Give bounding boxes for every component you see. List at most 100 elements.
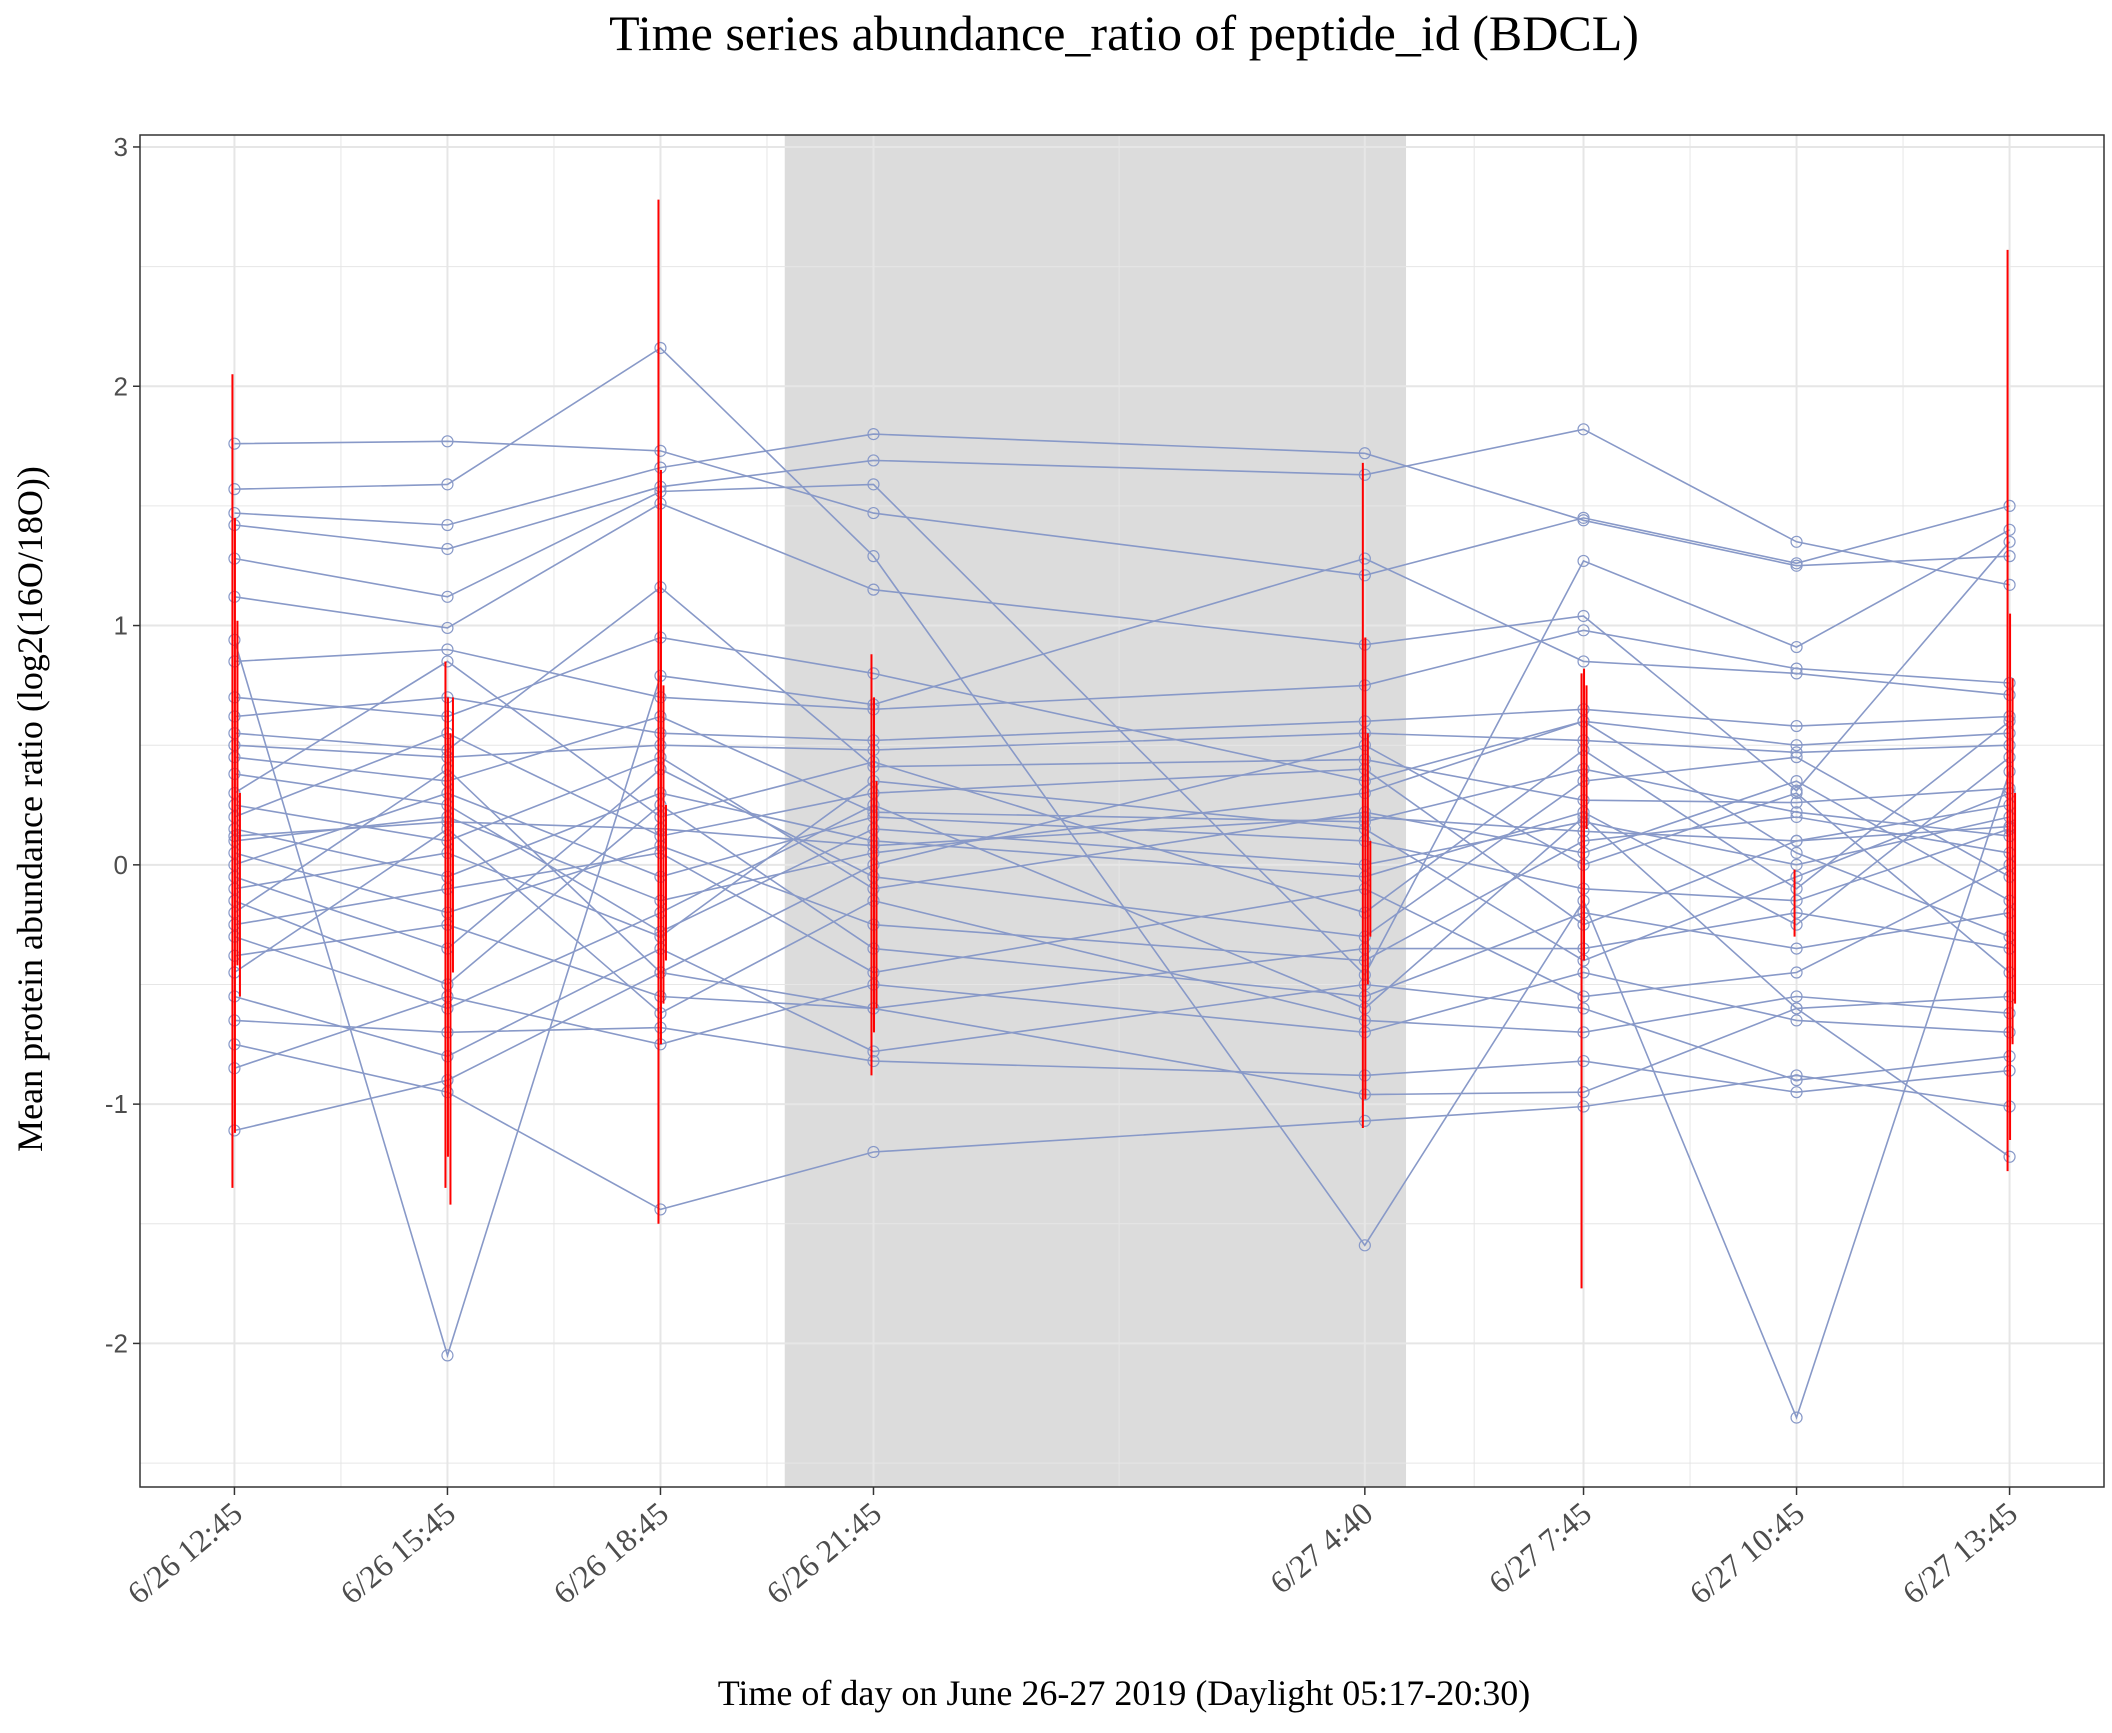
- data-point: [1577, 423, 1590, 436]
- data-point: [441, 655, 454, 668]
- data-point: [441, 643, 454, 656]
- series-line: [234, 696, 2010, 742]
- data-point: [2003, 535, 2016, 548]
- series-line: [234, 816, 2010, 847]
- data-point: [1790, 870, 1803, 883]
- data-point: [441, 518, 454, 532]
- series-line: [234, 346, 2011, 1420]
- data-point: [1577, 624, 1590, 637]
- y-tick-label: -2: [105, 1328, 128, 1358]
- data-point: [1790, 846, 1803, 859]
- plot-border: [139, 134, 2105, 1488]
- data-point: [1577, 609, 1590, 623]
- data-point: [1358, 1239, 1371, 1252]
- series-line: [234, 440, 2010, 577]
- error-bars: [231, 199, 2017, 1289]
- series-line: [234, 947, 2010, 1082]
- series-line: [234, 428, 2010, 586]
- y-tick-label: 2: [114, 371, 128, 401]
- y-tick-label: 0: [114, 850, 128, 880]
- data-point: [1358, 447, 1371, 460]
- data-point: [2003, 523, 2016, 536]
- data-point: [1577, 655, 1590, 668]
- data-point: [2003, 1150, 2016, 1163]
- x-tick-label: 6/27 4:40: [1263, 1495, 1379, 1601]
- data-point: [1790, 1014, 1803, 1027]
- y-tick-label: -1: [105, 1089, 128, 1119]
- series-line: [234, 732, 2010, 759]
- data-point: [1358, 552, 1371, 565]
- data-point: [1790, 894, 1803, 907]
- series-line: [234, 756, 2011, 926]
- x-tick-label: 6/27 13:45: [1895, 1495, 2024, 1611]
- data-point: [1790, 918, 1803, 931]
- y-axis-title: Mean protein abundance ratio (log2(16O/1…: [10, 466, 50, 1152]
- data-point: [1790, 535, 1803, 548]
- data-point: [1790, 774, 1803, 788]
- series-line: [234, 756, 2010, 902]
- series-line: [234, 803, 2010, 998]
- series-line: [234, 971, 2011, 1158]
- data-point: [1790, 1086, 1803, 1099]
- data-point: [1577, 1100, 1590, 1113]
- data-point: [1358, 468, 1371, 481]
- data-point: [1577, 966, 1590, 979]
- data-point: [2003, 550, 2016, 563]
- data-point: [1790, 906, 1803, 919]
- series-line: [234, 433, 2010, 567]
- data-point: [1790, 746, 1803, 759]
- series-line: [234, 720, 2010, 938]
- series-line: [234, 629, 2010, 711]
- chart-title: Time series abundance_ratio of peptide_i…: [609, 5, 1639, 61]
- series-line: [234, 911, 2010, 1010]
- data-point: [654, 1203, 667, 1216]
- data-point: [228, 483, 241, 496]
- data-point: [1577, 1026, 1590, 1039]
- data-point: [1790, 882, 1803, 895]
- series-line: [233, 660, 2011, 914]
- data-point: [867, 583, 880, 596]
- data-point: [441, 1349, 454, 1362]
- data-point: [867, 454, 880, 467]
- data-point: [654, 444, 667, 457]
- data-point: [1790, 1411, 1803, 1424]
- data-point: [867, 1045, 880, 1058]
- data-point: [1790, 858, 1803, 871]
- data-point: [1577, 554, 1590, 568]
- series: [228, 727, 2016, 764]
- data-point: [1790, 990, 1803, 1003]
- data-point: [2003, 578, 2016, 591]
- data-point: [1790, 810, 1803, 824]
- data-point: [1577, 990, 1590, 1003]
- data-point: [867, 667, 880, 680]
- series-line: [234, 971, 2010, 1069]
- series-line: [233, 827, 2010, 1034]
- data-point: [441, 621, 454, 635]
- y-tick-label: 1: [114, 611, 128, 641]
- data-point: [1790, 662, 1803, 675]
- x-tick-label: 6/26 15:45: [333, 1495, 462, 1611]
- data-point: [1790, 559, 1803, 572]
- series-line: [234, 792, 2010, 902]
- data-point: [1577, 1054, 1590, 1068]
- data-point: [228, 437, 241, 450]
- data-point: [1790, 719, 1803, 733]
- data-point: [1790, 1069, 1803, 1082]
- data-point: [867, 478, 880, 491]
- data-point: [867, 428, 880, 441]
- data-point: [1790, 1002, 1803, 1015]
- y-tick-label: 3: [114, 132, 128, 162]
- data-point: [2003, 499, 2016, 513]
- data-point: [441, 590, 454, 603]
- data-point: [1358, 1114, 1371, 1127]
- data-point: [441, 478, 454, 491]
- series-line: [233, 557, 2010, 1359]
- data-point: [1790, 834, 1803, 848]
- data-point: [867, 506, 880, 520]
- data-point: [1790, 739, 1803, 752]
- data-point: [867, 550, 880, 563]
- x-tick-label: 6/27 7:45: [1482, 1495, 1598, 1601]
- data-point: [1577, 1002, 1590, 1015]
